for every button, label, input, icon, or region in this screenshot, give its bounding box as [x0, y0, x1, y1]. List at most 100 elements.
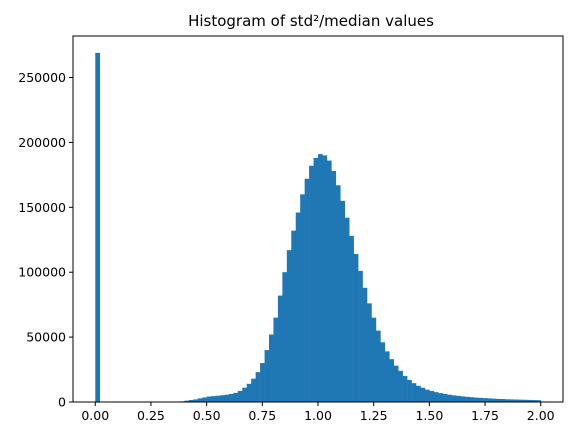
- histogram-bar: [344, 217, 350, 402]
- x-tick-label: 2.00: [527, 408, 555, 423]
- histogram-bar: [304, 178, 310, 402]
- histogram-bar: [335, 185, 341, 402]
- histogram-bar: [260, 363, 265, 402]
- histogram-bar: [505, 399, 510, 402]
- bars-group: [95, 52, 542, 403]
- plot-frame: [72, 35, 564, 403]
- histogram-bar: [264, 350, 270, 402]
- histogram-bar: [215, 395, 221, 402]
- histogram-bar: [237, 390, 243, 402]
- histogram-bar: [255, 372, 261, 402]
- histogram-bar: [313, 158, 319, 402]
- histogram-bar: [269, 334, 274, 402]
- histogram-bar: [531, 400, 537, 402]
- x-tick-label: 1.00: [304, 408, 332, 423]
- histogram-bar: [251, 378, 256, 402]
- histogram-bar: [228, 393, 234, 402]
- histogram-bar: [384, 351, 390, 402]
- histogram-bar: [424, 389, 430, 402]
- histogram-bar: [522, 399, 528, 402]
- y-axis: 0 50000 100000 150000 200000 250000: [18, 70, 73, 410]
- histogram-bar: [514, 399, 519, 402]
- histogram-bar: [380, 342, 386, 402]
- histogram-bar: [95, 52, 101, 403]
- histogram-bar: [220, 395, 225, 402]
- histogram-bar: [367, 303, 372, 402]
- histogram-bar: [242, 387, 248, 402]
- histogram-bar: [407, 379, 412, 402]
- y-tick-label: 0: [58, 395, 66, 410]
- y-tick-label: 200000: [18, 135, 66, 150]
- x-tick-label: 0.75: [248, 408, 276, 423]
- histogram-bar: [393, 365, 399, 402]
- histogram-bar: [500, 399, 506, 402]
- histogram-bar: [353, 254, 359, 402]
- histogram-bar: [246, 383, 252, 402]
- x-tick-label: 0.25: [137, 408, 165, 423]
- histogram-bar: [402, 376, 408, 402]
- histogram-bar: [358, 270, 363, 402]
- histogram-bar: [416, 385, 421, 402]
- histogram-bar: [496, 398, 501, 402]
- histogram-bar: [456, 395, 461, 402]
- histogram-bar: [318, 154, 323, 402]
- histogram-bar: [491, 398, 497, 402]
- histogram-bar: [202, 397, 207, 402]
- x-tick-label: 1.75: [471, 408, 499, 423]
- histogram-bar: [340, 200, 346, 402]
- x-tick-label: 1.50: [415, 408, 443, 423]
- histogram-bar: [224, 394, 230, 402]
- histogram-bar: [286, 250, 292, 402]
- histogram-bar: [442, 393, 448, 402]
- histogram-bar: [197, 398, 203, 402]
- histogram-bar: [375, 330, 381, 402]
- histogram-bar: [451, 395, 457, 402]
- histogram-bar: [295, 212, 301, 402]
- histogram-bar: [411, 383, 417, 402]
- histogram-bar: [188, 400, 194, 402]
- histogram-bar: [326, 160, 332, 402]
- histogram-bar: [273, 317, 279, 402]
- histogram-bar: [277, 295, 283, 402]
- histogram-bar: [482, 398, 488, 402]
- histogram-bar: [398, 370, 403, 402]
- x-tick-label: 0.00: [81, 408, 109, 423]
- y-tick-label: 50000: [26, 330, 66, 345]
- x-tick-label: 1.25: [360, 408, 388, 423]
- histogram-bar: [487, 398, 493, 402]
- y-tick-label: 250000: [18, 70, 66, 85]
- histogram-bar: [420, 387, 426, 402]
- histogram-bar: [300, 194, 305, 402]
- histogram-bar: [362, 287, 368, 402]
- histogram-bar: [478, 397, 484, 402]
- histogram-bar: [309, 165, 314, 402]
- histogram-bar: [509, 399, 515, 402]
- histogram-bar: [233, 392, 239, 402]
- y-tick-label: 100000: [18, 265, 66, 280]
- x-tick-label: 0.50: [193, 408, 221, 423]
- histogram-bar: [193, 399, 199, 402]
- histogram-bar: [291, 230, 297, 402]
- histogram-bar: [371, 317, 377, 402]
- histogram-bar: [282, 272, 288, 402]
- histogram-bar: [465, 396, 470, 402]
- histogram-bar: [460, 396, 466, 402]
- histogram-bar: [447, 394, 452, 402]
- histogram-bar: [473, 397, 479, 402]
- histogram-bar: [433, 392, 439, 402]
- histogram-bar: [184, 400, 190, 402]
- histogram-bar: [322, 155, 328, 402]
- chart-title: Histogram of std²/median values: [188, 12, 434, 30]
- x-axis: 0.00 0.25 0.50 0.75 1.00 1.25 1.50 1.75 2.00: [81, 402, 555, 423]
- histogram-bar: [536, 400, 542, 402]
- histogram-bar: [389, 359, 395, 402]
- histogram-bar: [206, 396, 212, 402]
- histogram-bar: [438, 393, 444, 402]
- histogram-bar: [349, 235, 354, 402]
- y-tick-label: 150000: [18, 200, 66, 215]
- histogram-bar: [429, 390, 435, 402]
- histogram-bar: [469, 397, 475, 402]
- histogram-bar: [527, 399, 533, 402]
- histogram-bar: [331, 170, 337, 402]
